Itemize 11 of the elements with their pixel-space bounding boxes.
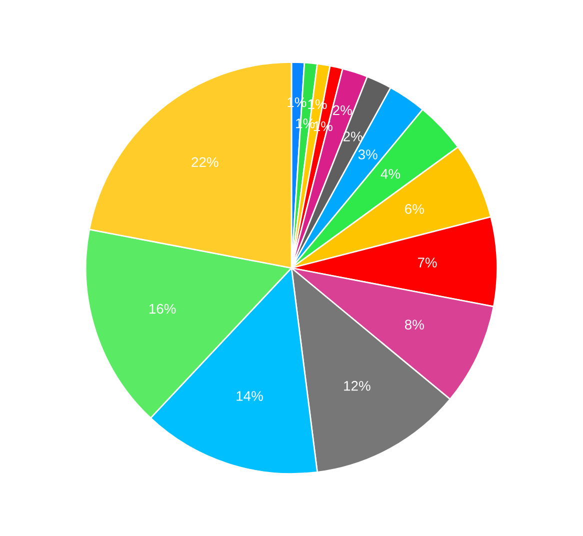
data-label: 14% (236, 391, 263, 401)
data-label: 4% (380, 168, 400, 179)
data-label: 22% (192, 157, 218, 168)
data-label: 7% (418, 258, 437, 268)
data-label: 3% (358, 150, 378, 160)
data-label: 2% (333, 105, 352, 116)
data-label: 1% (296, 118, 315, 128)
data-label: 8% (404, 320, 424, 330)
data-label: 16% (149, 304, 176, 314)
data-label: 12% (344, 380, 370, 391)
data-label: 6% (405, 204, 424, 214)
